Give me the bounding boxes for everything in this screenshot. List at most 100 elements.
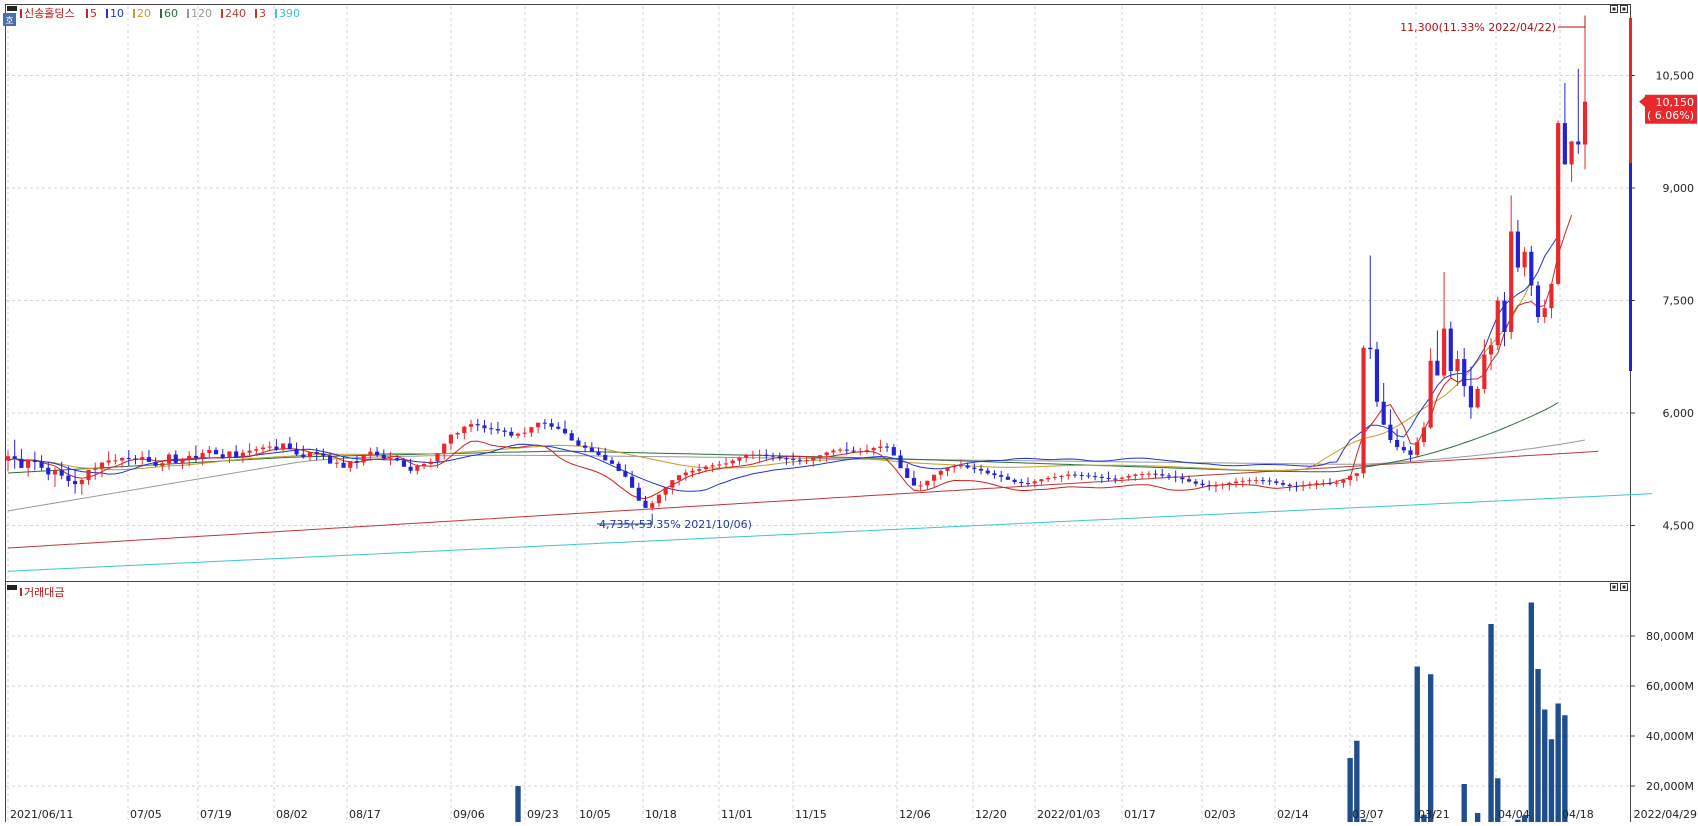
- price-range-bar-up: [1629, 18, 1632, 163]
- candle-body: [677, 475, 681, 480]
- candle-body: [919, 485, 923, 486]
- candle-body: [1254, 480, 1258, 481]
- candle-body: [1341, 480, 1345, 483]
- candle-body: [650, 503, 654, 508]
- candle-body: [375, 452, 379, 455]
- x-axis-tick: 03/07: [1352, 808, 1384, 821]
- candle-body: [556, 427, 560, 429]
- candle-body: [46, 468, 50, 475]
- candle-body: [133, 459, 137, 460]
- candle-body: [1200, 484, 1204, 485]
- candle-body: [784, 458, 788, 459]
- candle-body: [872, 448, 876, 450]
- candle-body: [657, 495, 661, 504]
- candle-body: [6, 456, 10, 460]
- candle-body: [335, 463, 339, 464]
- candle-body: [1314, 483, 1318, 484]
- candle-body: [503, 430, 507, 431]
- candle-body: [563, 429, 567, 434]
- candle-body: [66, 476, 70, 481]
- candle-body: [945, 467, 949, 471]
- candle-body: [221, 454, 225, 457]
- candle-body: [1415, 442, 1419, 455]
- candle-body: [892, 447, 896, 455]
- candle-body: [422, 464, 426, 466]
- candle-body: [476, 424, 480, 425]
- candle-body: [160, 463, 164, 466]
- candle-body: [442, 444, 446, 454]
- x-axis-tick: 09/06: [453, 808, 485, 821]
- price-panel-buttons: [1611, 6, 1628, 13]
- candle-body: [482, 425, 486, 428]
- candle-body: [1227, 483, 1231, 485]
- candle-body: [744, 455, 748, 457]
- candle-body: [1375, 349, 1379, 402]
- candle-body: [1140, 474, 1144, 475]
- candle-body: [321, 454, 325, 456]
- candle-body: [234, 451, 238, 457]
- candle-body: [764, 455, 768, 456]
- candle-body: [13, 456, 17, 459]
- axis-labels: 10,5009,0007,5006,0004,50080,000M60,000M…: [8, 70, 1697, 823]
- candle-body: [751, 455, 755, 456]
- ma10-line: [8, 236, 1558, 491]
- candle-body: [758, 455, 762, 456]
- current-price-tag: 10,150 ( 6.06%): [1639, 95, 1697, 124]
- candle-body: [268, 447, 272, 448]
- panel-menu-icon[interactable]: [7, 6, 17, 11]
- candle-body: [1563, 123, 1567, 164]
- x-axis-tick: 07/19: [200, 808, 232, 821]
- candle-body: [576, 440, 580, 445]
- legend-ma-label: 240: [225, 7, 246, 20]
- candle-body: [1502, 301, 1506, 333]
- candle-body: [724, 463, 728, 464]
- candle-body: [509, 432, 513, 436]
- legend-ma-label: 5: [90, 7, 97, 20]
- candle-body: [362, 455, 366, 463]
- candle-body: [1576, 142, 1580, 145]
- volume-axis-tick: 60,000M: [1646, 680, 1694, 693]
- candle-body: [1187, 479, 1191, 481]
- candle-body: [1476, 389, 1480, 407]
- candle-body: [1174, 476, 1178, 477]
- candle-body: [174, 454, 178, 462]
- candle-body: [281, 443, 285, 449]
- candle-body: [1153, 474, 1157, 475]
- price-axis-tick: 10,500: [1656, 70, 1695, 83]
- candle-body: [1120, 478, 1124, 479]
- candle-body: [368, 452, 372, 455]
- candle-body: [301, 454, 305, 456]
- candle-body: [516, 434, 520, 436]
- candle-body: [1033, 481, 1037, 483]
- candle-body: [435, 453, 439, 461]
- candle-body: [529, 427, 533, 432]
- candle-body: [986, 471, 990, 474]
- candle-body: [617, 464, 621, 471]
- candle-body: [1221, 485, 1225, 486]
- volume-bar: [1542, 710, 1547, 823]
- legend-ma-label: 20: [137, 7, 151, 20]
- candle-body: [1388, 425, 1392, 440]
- volume-axis-tick: 80,000M: [1646, 630, 1694, 643]
- candle-body: [1583, 102, 1587, 145]
- candle-body: [778, 457, 782, 459]
- candle-body: [261, 448, 265, 450]
- candle-body: [596, 452, 600, 455]
- candle-body: [1026, 483, 1030, 484]
- candle-body: [603, 455, 607, 460]
- candle-body: [1422, 428, 1426, 443]
- volume-bar: [1555, 704, 1560, 823]
- candle-body: [1294, 486, 1298, 487]
- candle-body: [355, 461, 359, 462]
- candle-body: [1100, 477, 1104, 478]
- candle-body: [1019, 482, 1023, 483]
- candle-body: [1127, 476, 1131, 478]
- legend-ma-marker: [187, 9, 189, 18]
- candle-body: [1536, 286, 1540, 318]
- candle-body: [885, 447, 889, 448]
- candle-body: [348, 461, 352, 468]
- volume-panel-menu-icon[interactable]: [7, 585, 17, 590]
- candle-body: [1402, 447, 1406, 450]
- candle-body: [851, 451, 855, 452]
